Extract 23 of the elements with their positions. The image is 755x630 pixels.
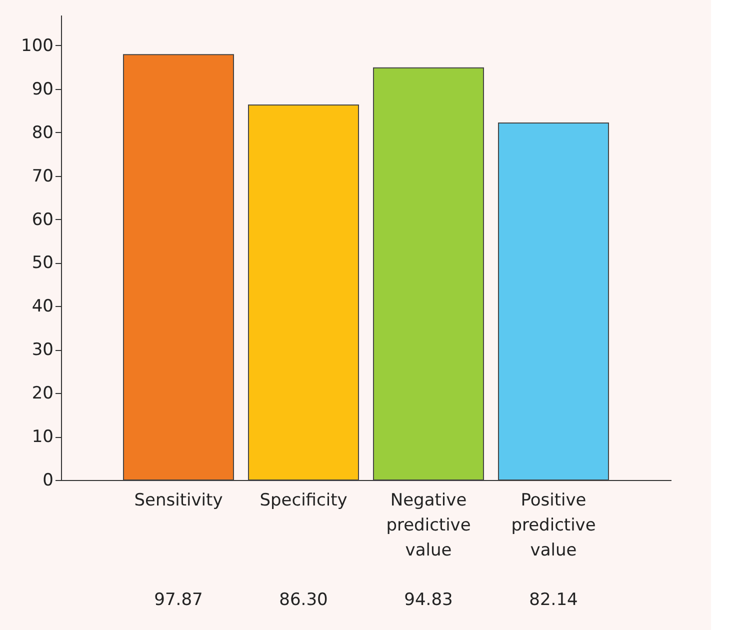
y-tick-label: 20: [32, 384, 54, 404]
data-label: 86.30: [279, 590, 328, 610]
x-tick-label: Negative predictive value: [386, 490, 471, 560]
x-tick-label: Specificity: [260, 490, 348, 510]
bar: [373, 67, 484, 480]
y-tick-label: 80: [32, 122, 54, 143]
x-tick-label: Sensitivity: [134, 490, 223, 510]
data-label: 82.14: [529, 590, 578, 610]
bar: [248, 104, 359, 480]
y-tick-label: 70: [32, 166, 54, 186]
data-label: 94.83: [404, 590, 453, 610]
data-label: 97.87: [154, 590, 203, 610]
y-tick-label: 10: [32, 427, 54, 448]
y-tick-label: 60: [32, 210, 54, 230]
y-tick-label: 90: [32, 79, 54, 100]
x-tick-label: Positive predictive value: [511, 490, 596, 560]
y-tick-label: 40: [32, 296, 54, 317]
bar: [498, 122, 609, 480]
y-tick-label: 50: [32, 253, 54, 274]
y-tick-label: 30: [32, 340, 54, 360]
y-tick-label: 100: [21, 36, 54, 56]
y-tick-label: 0: [42, 470, 54, 490]
bar: [123, 54, 234, 480]
